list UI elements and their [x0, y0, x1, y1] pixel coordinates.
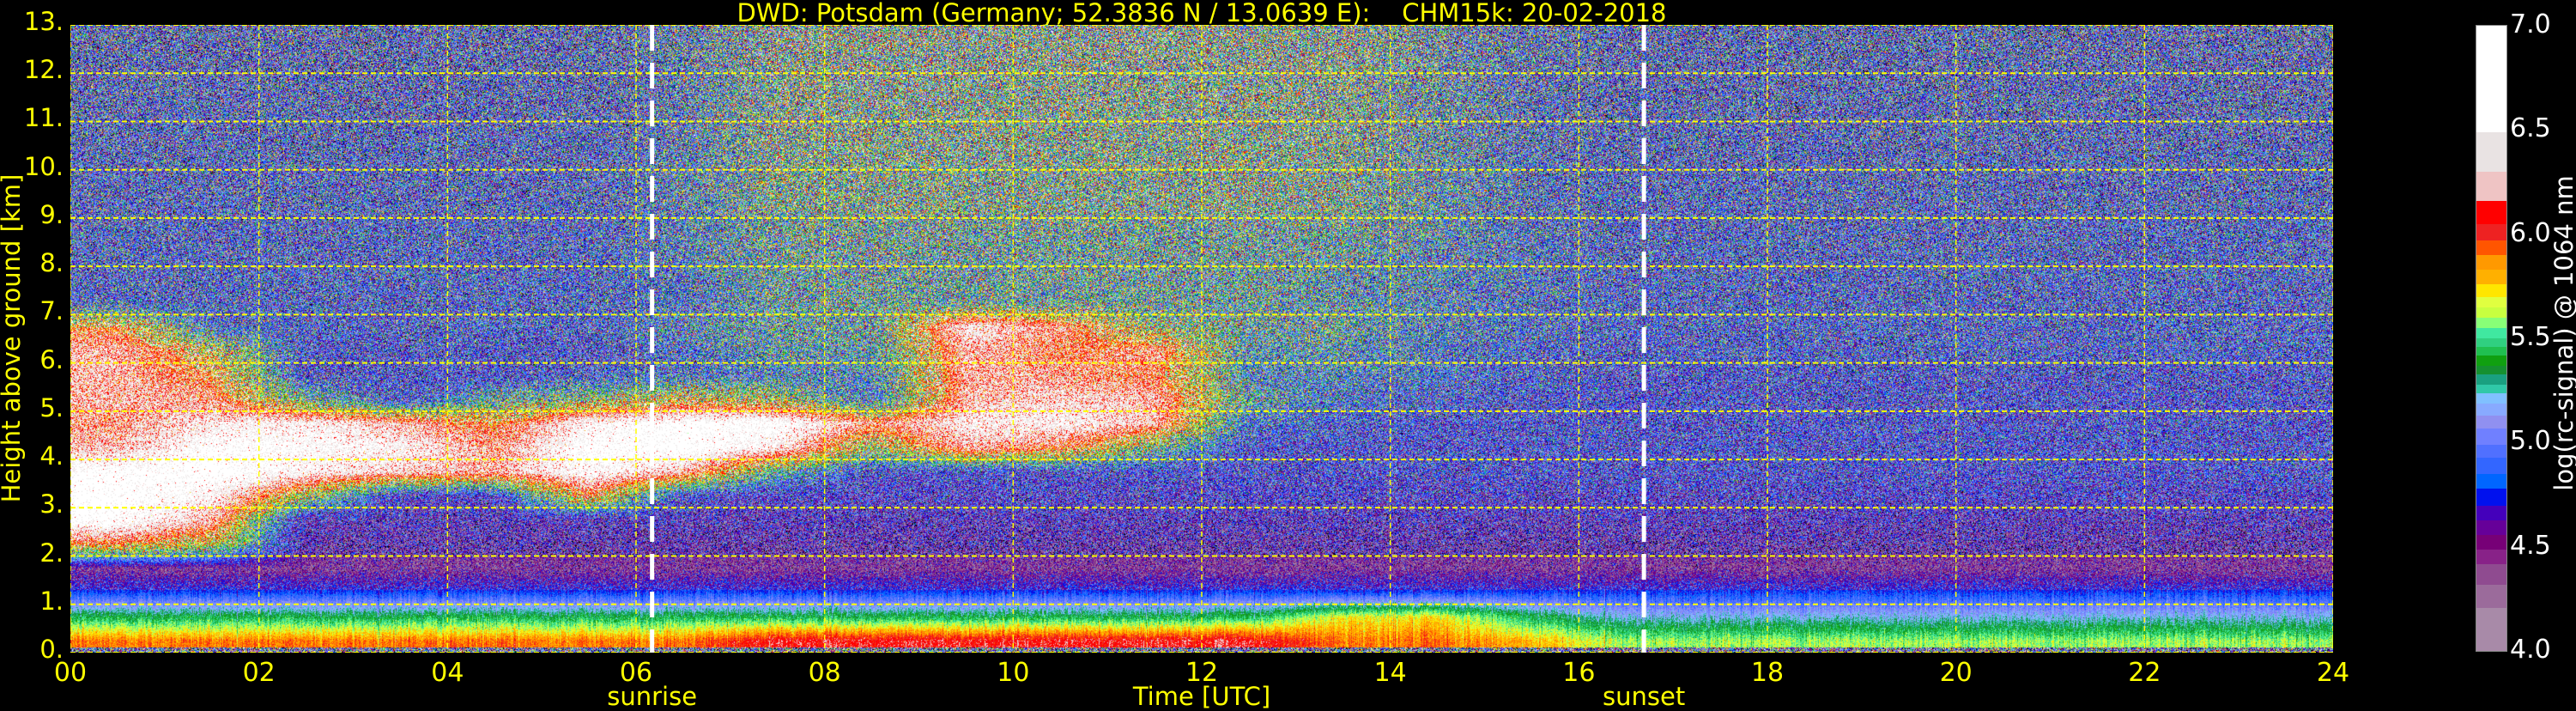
colorbar-tick-label: 7.0	[2510, 9, 2551, 40]
colorbar-tick-label: 6.0	[2510, 217, 2551, 248]
y-tick-label: 0.	[39, 635, 64, 664]
colorbar-tick-label: 5.0	[2510, 426, 2551, 457]
colorbar-label: log(rc-signal) @ 1064 nm	[2549, 175, 2576, 491]
x-tick-label: 20	[1939, 658, 1973, 688]
colorbar-band	[2476, 26, 2506, 133]
x-tick-label: 14	[1373, 658, 1407, 688]
colorbar-band	[2476, 607, 2506, 652]
colorbar-band	[2476, 415, 2506, 428]
chart-title: DWD: Potsdam (Germany; 52.3836 N / 13.06…	[736, 0, 1667, 27]
x-tick-label: 10	[997, 658, 1030, 688]
colorbar-band	[2476, 403, 2506, 416]
colorbar-band	[2476, 584, 2506, 608]
x-tick-label: 12	[1185, 658, 1219, 688]
y-tick-label: 8.	[39, 248, 64, 278]
colorbar-band	[2476, 200, 2506, 225]
colorbar-tick-label: 5.5	[2510, 322, 2551, 352]
colorbar-band	[2476, 549, 2506, 564]
colorbar-band	[2476, 563, 2506, 585]
colorbar-band	[2476, 171, 2506, 202]
x-tick-label: 16	[1562, 658, 1596, 688]
colorbar-band	[2476, 473, 2506, 489]
colorbar-band	[2476, 269, 2506, 285]
colorbar-band	[2476, 240, 2506, 256]
colorbar-band	[2476, 374, 2506, 385]
sunrise-label: sunrise	[607, 682, 698, 711]
x-tick-label: 24	[2316, 658, 2350, 688]
x-axis-label: Time [UTC]	[1132, 682, 1271, 711]
colorbar-band	[2476, 254, 2506, 270]
x-tick-label: 00	[53, 658, 88, 688]
colorbar-band	[2476, 505, 2506, 520]
y-tick-label: 1.	[39, 586, 64, 616]
colorbar-band	[2476, 428, 2506, 446]
colorbar-band	[2476, 307, 2506, 319]
sunset-label: sunset	[1603, 682, 1686, 711]
colorbar-band	[2476, 444, 2506, 458]
colorbar-band	[2476, 520, 2506, 535]
y-tick-label: 5.	[39, 392, 64, 422]
x-tick-label: 08	[808, 658, 841, 688]
x-tick-label: 04	[431, 658, 464, 688]
colorbar-band	[2476, 488, 2506, 506]
colorbar-tick-label: 4.5	[2510, 530, 2551, 561]
x-tick-label: 06	[619, 658, 653, 688]
colorbar-band	[2476, 131, 2506, 173]
colorbar-band	[2476, 457, 2506, 475]
plot-overlay	[70, 25, 2333, 653]
y-tick-label: 13.	[23, 7, 64, 36]
y-tick-label: 12.	[23, 55, 64, 85]
y-axis-label: Height above ground [km]	[0, 173, 26, 503]
colorbar-band	[2476, 338, 2506, 348]
colorbar-band	[2476, 365, 2506, 374]
x-tick-label: 18	[1750, 658, 1785, 688]
colorbar-band	[2476, 283, 2506, 297]
colorbar-band	[2476, 355, 2506, 367]
y-tick-label: 9.	[39, 199, 64, 229]
x-tick-label: 02	[242, 658, 276, 688]
colorbar-band	[2476, 296, 2506, 308]
colorbar-band	[2476, 392, 2506, 404]
colorbar-tick-label: 4.0	[2510, 635, 2551, 665]
y-tick-label: 2.	[39, 538, 64, 568]
colorbar-band	[2476, 346, 2506, 356]
y-tick-label: 3.	[39, 489, 64, 520]
x-tick-label: 22	[2128, 658, 2161, 688]
colorbar-band	[2476, 384, 2506, 393]
y-tick-label: 4.	[39, 441, 64, 471]
colorbar-tick-label: 6.5	[2510, 113, 2551, 144]
colorbar-band	[2476, 223, 2506, 241]
colorbar-band	[2476, 327, 2506, 339]
y-tick-label: 6.	[39, 344, 64, 374]
plot-area	[70, 25, 2333, 653]
colorbar-band	[2476, 317, 2506, 329]
colorbar	[2476, 25, 2507, 652]
y-tick-label: 10.	[23, 151, 64, 181]
y-tick-label: 11.	[23, 103, 64, 133]
colorbar-band	[2476, 534, 2506, 550]
y-tick-label: 7.	[39, 296, 64, 326]
